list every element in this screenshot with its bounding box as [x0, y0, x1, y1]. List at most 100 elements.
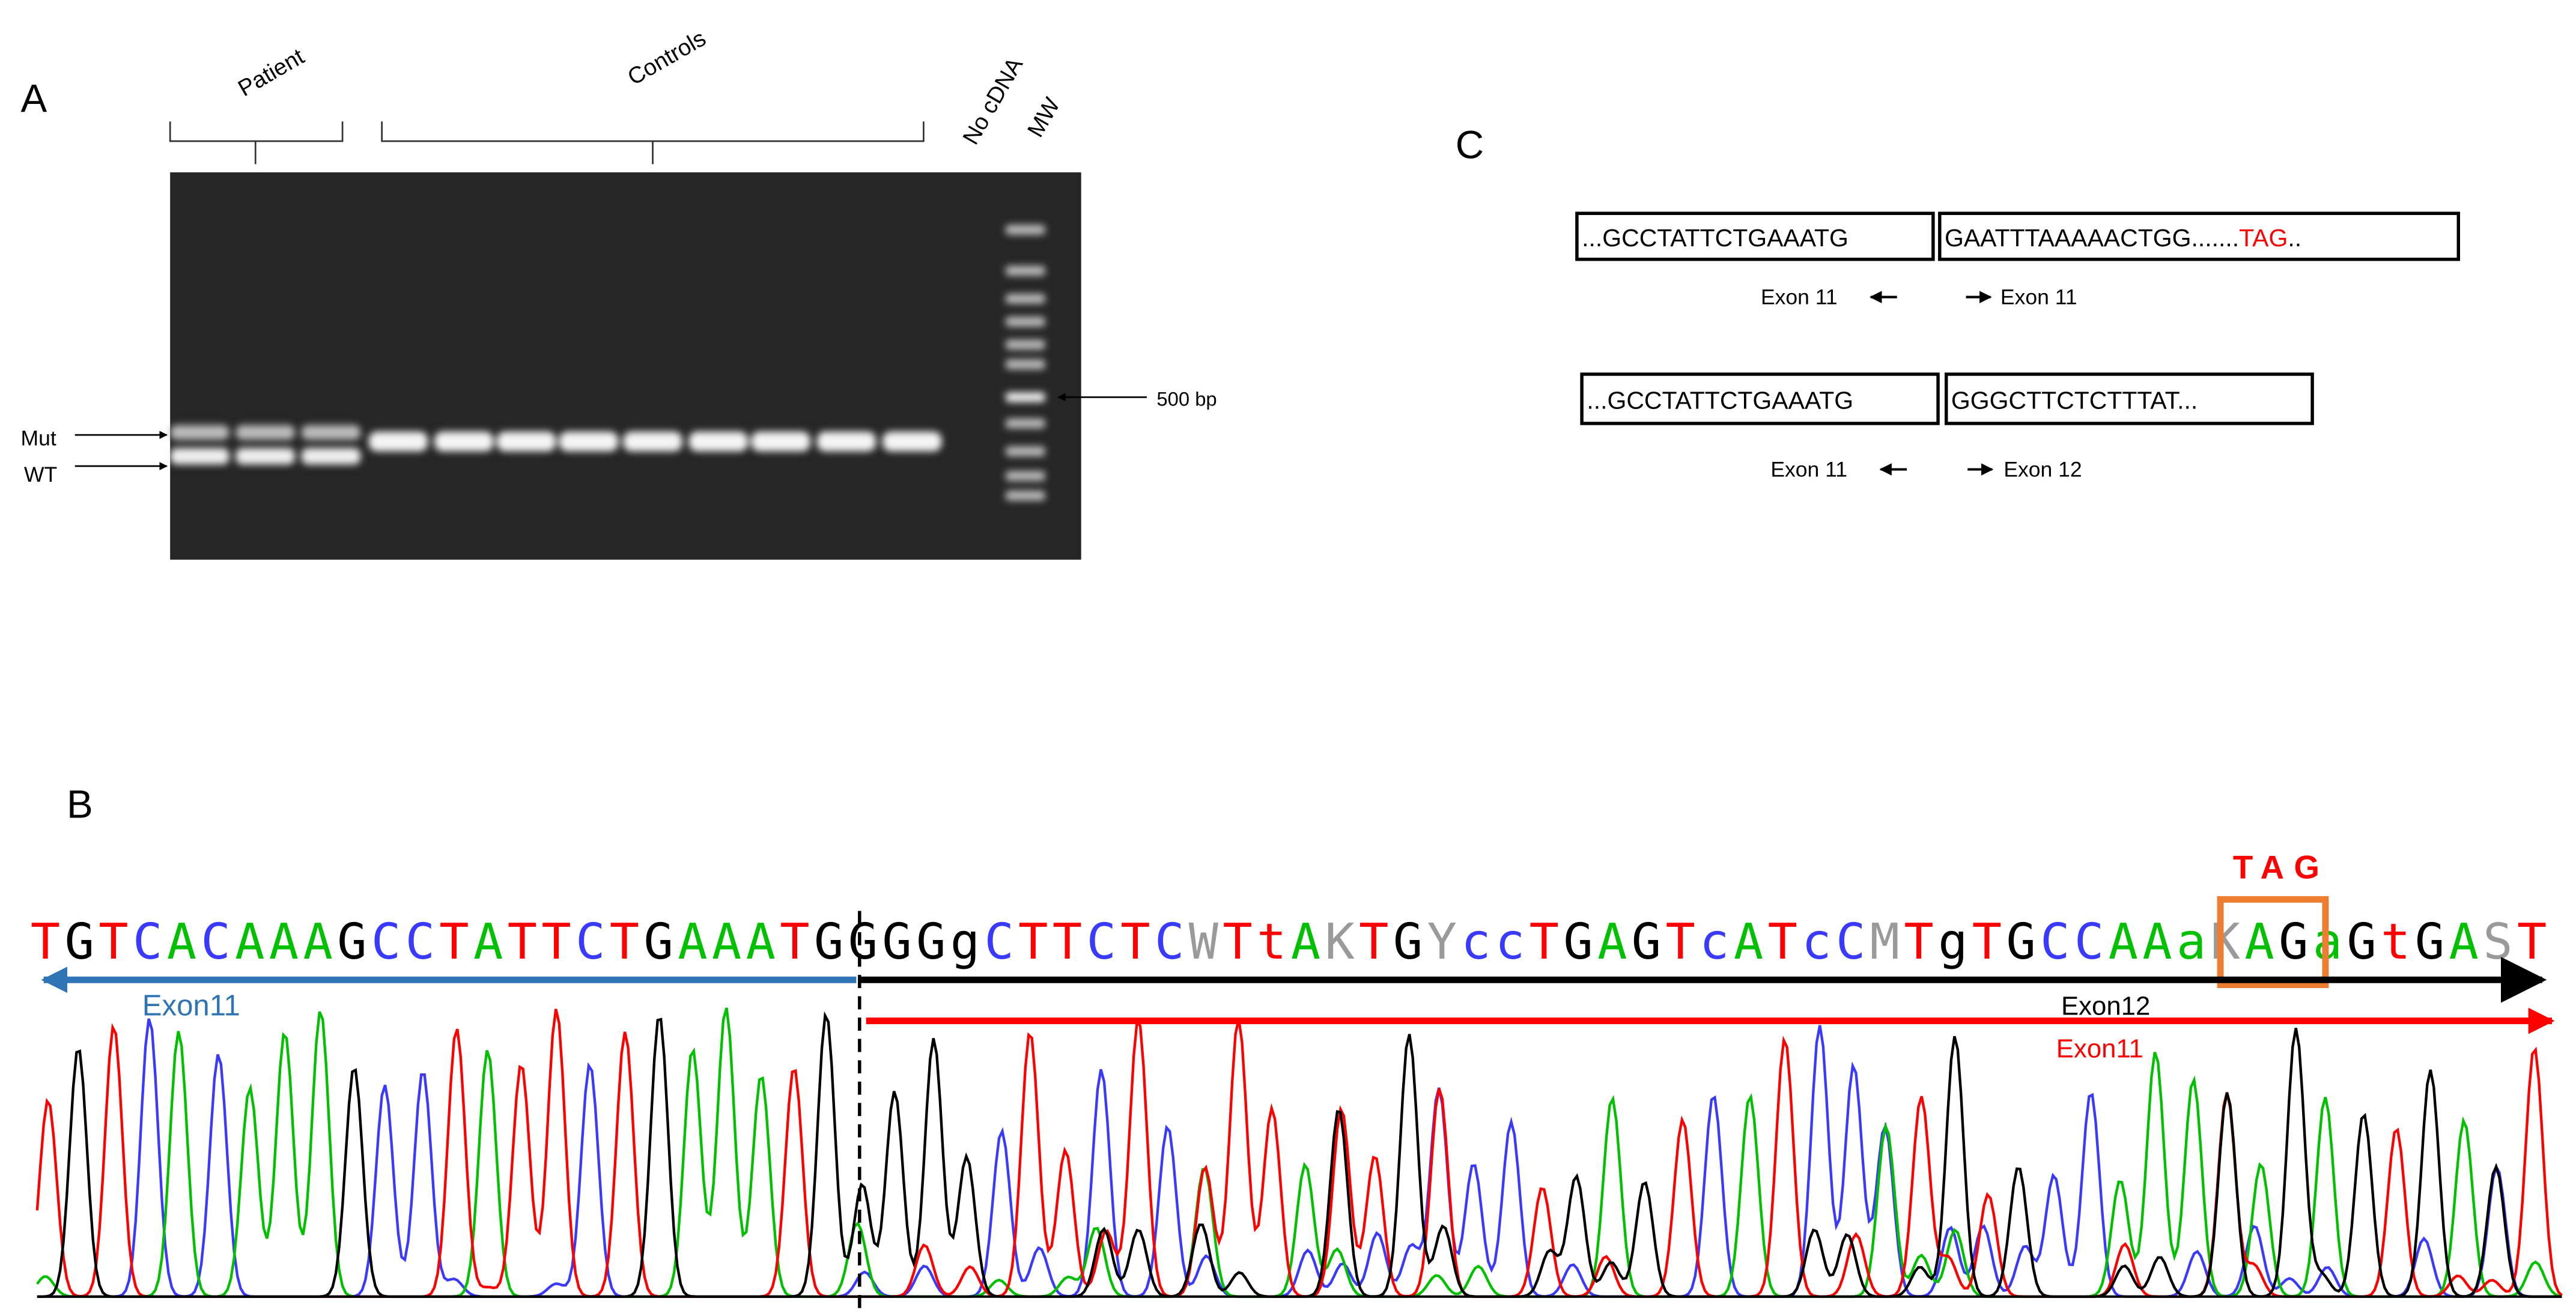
- base: T: [1530, 914, 1559, 971]
- band: [1006, 265, 1045, 276]
- base: T: [1972, 914, 2002, 971]
- seq-box: [1944, 372, 2314, 425]
- band: [301, 447, 361, 465]
- base: C: [1836, 914, 1865, 971]
- sequence: ...GCCTATTCTGAAATG: [1582, 224, 1848, 252]
- base: T: [1904, 914, 1933, 971]
- band: [1006, 294, 1045, 304]
- base: g: [950, 914, 980, 971]
- base: A: [167, 914, 196, 971]
- sequence: GGGCTTCTCTTTAT...: [1951, 386, 2198, 414]
- base: T: [439, 914, 469, 971]
- trace-c: [37, 1018, 2562, 1298]
- band: [368, 431, 428, 452]
- base: K: [1325, 914, 1355, 971]
- band: [816, 431, 876, 452]
- sequence: GAATTTAAAAACTGG.......: [1945, 224, 2239, 252]
- base: C: [2074, 914, 2104, 971]
- group-label: Controls: [623, 25, 710, 90]
- base: t: [2381, 914, 2410, 971]
- base: A: [303, 914, 333, 971]
- stop-codon: TAG: [2233, 849, 2329, 886]
- band: [1006, 471, 1045, 481]
- base: W: [1189, 914, 1219, 971]
- base: T: [1223, 914, 1252, 971]
- base: T: [1359, 914, 1388, 971]
- panel-label: C: [1456, 123, 1484, 166]
- base: C: [1087, 914, 1116, 971]
- base: A: [2142, 914, 2172, 971]
- band: [1006, 418, 1045, 429]
- base: G: [2415, 914, 2444, 971]
- base: A: [1734, 914, 1763, 971]
- base: C: [984, 914, 1013, 971]
- sequence: ..: [2288, 224, 2301, 252]
- gel: [170, 172, 1081, 560]
- base: G: [2279, 914, 2308, 971]
- base: T: [2517, 914, 2547, 971]
- base: T: [1120, 914, 1150, 971]
- primer-label: Exon 11: [1770, 458, 1847, 482]
- base: G: [337, 914, 366, 971]
- base: G: [882, 914, 911, 971]
- base: A: [2449, 914, 2479, 971]
- base: T: [541, 914, 571, 971]
- band-label: Mut: [21, 426, 56, 450]
- chromatogram: [35, 1007, 2563, 1298]
- base: Y: [1427, 914, 1457, 971]
- band: [1006, 359, 1045, 369]
- base: c: [1495, 914, 1525, 971]
- band: [170, 447, 229, 465]
- band: [434, 431, 494, 452]
- base: c: [1461, 914, 1490, 971]
- base: C: [371, 914, 401, 971]
- base: S: [2483, 914, 2512, 971]
- base: G: [848, 914, 878, 971]
- band: [235, 425, 295, 440]
- band: [170, 425, 229, 440]
- base: A: [1291, 914, 1320, 971]
- base: G: [65, 914, 94, 971]
- bracket: [381, 121, 925, 165]
- base: G: [1393, 914, 1423, 971]
- base: C: [2040, 914, 2070, 971]
- base: A: [2109, 914, 2138, 971]
- base: A: [1597, 914, 1627, 971]
- base: T: [1018, 914, 1048, 971]
- base: T: [1665, 914, 1695, 971]
- band: [301, 425, 361, 440]
- gel-bands: [170, 225, 1045, 501]
- base: A: [746, 914, 776, 971]
- base: A: [2244, 914, 2274, 971]
- band-label: WT: [24, 462, 57, 487]
- panel-label: A: [21, 77, 47, 121]
- band: [496, 431, 556, 452]
- base: C: [201, 914, 230, 971]
- base: a: [2177, 914, 2206, 971]
- base: A: [473, 914, 503, 971]
- exon-label: Exon11: [142, 989, 240, 1022]
- primer-label: Exon 11: [1761, 285, 1838, 309]
- band: [688, 431, 749, 452]
- band: [1006, 491, 1045, 501]
- base: G: [1563, 914, 1593, 971]
- seq-box: [1580, 372, 1940, 425]
- base: T: [1053, 914, 1082, 971]
- group-label: Patient: [234, 43, 309, 102]
- bracket: [169, 121, 344, 165]
- codon-box: [2217, 896, 2329, 988]
- base: t: [1257, 914, 1286, 971]
- band: [235, 447, 295, 465]
- base: A: [235, 914, 264, 971]
- base: M: [1870, 914, 1900, 971]
- base: G: [916, 914, 946, 971]
- base: c: [1700, 914, 1729, 971]
- base: C: [1155, 914, 1184, 971]
- base: T: [610, 914, 639, 971]
- base: T: [508, 914, 537, 971]
- base: C: [133, 914, 162, 971]
- seq-box: [1938, 211, 2461, 261]
- base: A: [678, 914, 707, 971]
